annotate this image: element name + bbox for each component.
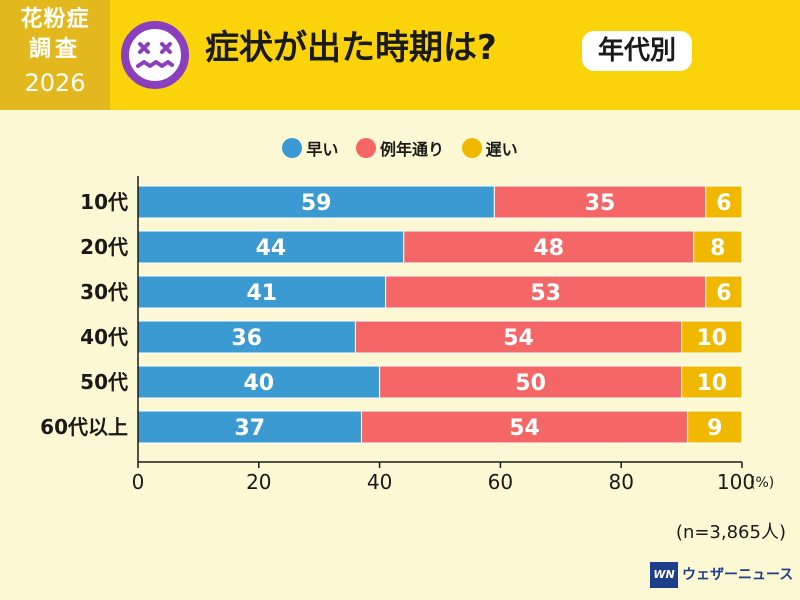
brand-logo: WN ウェザーニュース <box>650 560 793 590</box>
bar-segment-late <box>681 365 743 399</box>
legend-label-late: 遅い <box>485 140 518 159</box>
bar-segment-normal <box>403 230 695 264</box>
data-label-late: 10 <box>696 326 727 351</box>
bar-segment-normal <box>493 185 707 219</box>
legend-item-normal: 例年通り <box>355 136 444 160</box>
category-label: 10代 <box>80 190 128 214</box>
legend-swatch-late <box>461 138 482 158</box>
legend-item-early: 早い <box>282 136 338 160</box>
category-label: 30代 <box>80 280 128 304</box>
bar-segment-late <box>705 275 743 309</box>
bar-segment-early <box>137 230 405 264</box>
x-tick-label: 60 <box>488 470 513 494</box>
badge-year: 2026 <box>24 69 86 97</box>
data-label-normal: 54 <box>503 326 534 351</box>
data-label-early: 44 <box>256 236 287 261</box>
data-label-normal: 35 <box>585 191 616 216</box>
data-label-late: 6 <box>716 191 731 216</box>
data-label-early: 59 <box>301 191 332 216</box>
data-label-late: 9 <box>707 416 722 441</box>
bar-segment-late <box>693 230 743 264</box>
brand-name: ウェザーニュース <box>682 567 794 583</box>
data-label-normal: 48 <box>533 236 564 261</box>
badge-line-1: 花粉症 <box>20 7 90 32</box>
x-axis-unit: (%) <box>750 475 774 491</box>
x-tick-label: 40 <box>367 470 392 494</box>
data-label-normal: 50 <box>515 371 546 396</box>
chart-title: 症状が出た時期は? <box>205 28 497 68</box>
x-tick-label: 100 <box>717 470 755 494</box>
dizzy-face-icon <box>121 21 189 89</box>
title-tag: 年代別 <box>582 31 693 71</box>
sample-size-note: (n=3,865人) <box>675 522 786 543</box>
badge-line-2: 調査 <box>28 37 81 62</box>
category-label: 50代 <box>80 370 128 394</box>
bar-segment-late <box>681 320 743 354</box>
category-label: 20代 <box>80 235 128 259</box>
legend-swatch-normal <box>355 138 376 158</box>
category-label: 60代以上 <box>40 415 128 439</box>
data-label-early: 36 <box>231 326 262 351</box>
legend-swatch-early <box>282 138 303 158</box>
category-label: 40代 <box>80 325 128 349</box>
bar-segment-early <box>137 410 362 444</box>
data-label-late: 6 <box>716 281 731 306</box>
bar-segment-normal <box>385 275 707 309</box>
x-tick-label: 20 <box>246 470 271 494</box>
bar-segment-early <box>137 275 387 309</box>
header-bar: 花粉症 調査 2026 症状が出た時期は? 年代別 <box>0 0 800 110</box>
bar-segment-normal <box>379 365 683 399</box>
bar-segment-early <box>137 185 495 219</box>
legend-item-late: 遅い <box>461 136 518 160</box>
data-label-normal: 53 <box>530 281 561 306</box>
x-tick-label: 0 <box>132 470 145 494</box>
bar-segment-normal <box>354 320 683 354</box>
survey-badge: 花粉症 調査 2026 <box>0 0 110 110</box>
legend: 早い 例年通り 遅い <box>0 136 800 160</box>
bar-segment-early <box>137 365 381 399</box>
data-label-early: 41 <box>247 281 278 306</box>
bar-segment-late <box>705 185 743 219</box>
brand-mark: WN <box>650 562 678 588</box>
legend-label-early: 早い <box>306 140 339 159</box>
data-label-early: 37 <box>234 416 265 441</box>
bar-segment-normal <box>360 410 689 444</box>
legend-label-normal: 例年通り <box>379 140 444 159</box>
x-tick-label: 80 <box>608 470 633 494</box>
bar-segment-late <box>687 410 743 444</box>
data-label-early: 40 <box>243 371 274 396</box>
data-label-normal: 54 <box>509 416 540 441</box>
data-label-late: 8 <box>710 236 725 261</box>
data-label-late: 10 <box>696 371 727 396</box>
